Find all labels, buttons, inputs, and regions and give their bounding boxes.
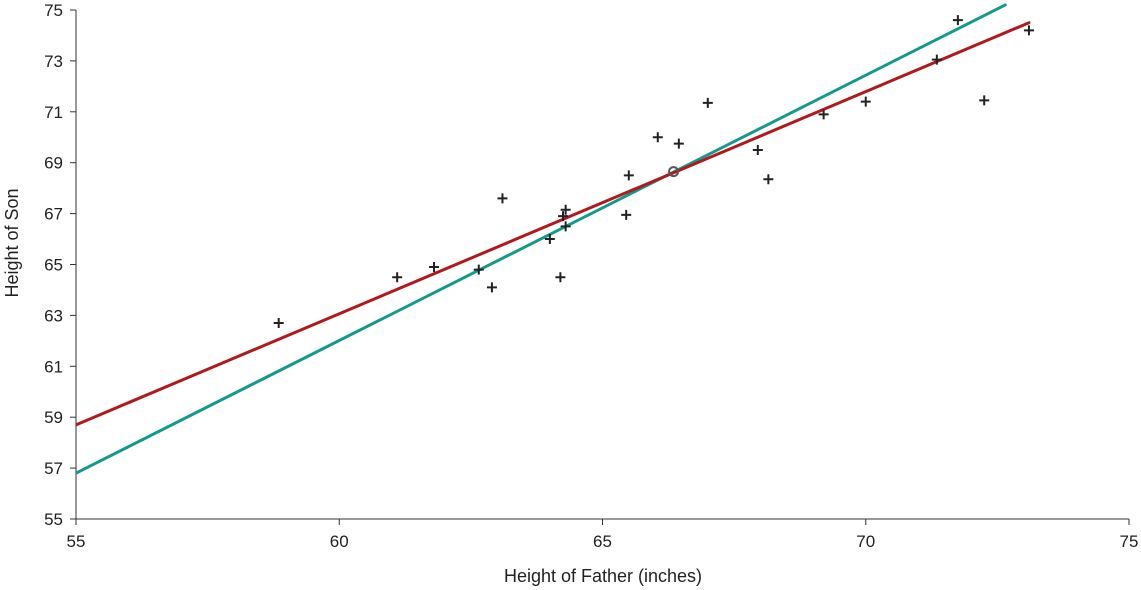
data-point xyxy=(979,95,990,106)
data-point xyxy=(497,193,508,204)
x-tick-label: 55 xyxy=(67,532,86,551)
y-tick-label: 69 xyxy=(44,154,63,173)
data-point xyxy=(702,97,713,108)
data-point xyxy=(818,109,829,120)
x-axis-title: Height of Father (inches) xyxy=(504,566,702,586)
data-points xyxy=(273,15,1034,329)
data-point xyxy=(1023,25,1034,36)
data-point xyxy=(621,209,632,220)
x-tick-label: 75 xyxy=(1120,532,1139,551)
tick-labels: 55 57 59 61 63 65 67 69 71 73 75 55 60 65 70 75 xyxy=(44,1,1138,551)
axes xyxy=(70,9,1130,525)
regression-lines xyxy=(76,3,1031,475)
y-tick-label: 65 xyxy=(44,256,63,275)
y-axis-title: Height of Son xyxy=(2,188,22,297)
data-point xyxy=(392,272,403,283)
data-point xyxy=(544,234,555,245)
y-tick-label: 75 xyxy=(44,1,63,20)
data-point xyxy=(752,144,763,155)
regression-line-red xyxy=(76,21,1031,427)
data-point xyxy=(623,170,634,181)
data-point xyxy=(952,15,963,26)
y-tick-label: 55 xyxy=(44,510,63,529)
regression-line-teal xyxy=(76,3,1007,475)
y-tick-label: 61 xyxy=(44,357,63,376)
data-point xyxy=(555,272,566,283)
data-point xyxy=(652,132,663,143)
data-point xyxy=(560,221,571,232)
data-point xyxy=(673,138,684,149)
data-point xyxy=(473,264,484,275)
y-tick-label: 73 xyxy=(44,52,63,71)
data-point xyxy=(763,174,774,185)
y-tick-label: 63 xyxy=(44,306,63,325)
mean-point xyxy=(668,166,680,178)
data-point xyxy=(273,318,284,329)
x-tick-label: 70 xyxy=(856,532,875,551)
y-tick-label: 59 xyxy=(44,408,63,427)
y-tick-label: 71 xyxy=(44,103,63,122)
y-tick-label: 67 xyxy=(44,205,63,224)
data-point xyxy=(860,96,871,107)
data-point xyxy=(558,211,569,222)
data-point xyxy=(560,204,571,215)
data-point xyxy=(486,282,497,293)
data-point xyxy=(931,54,942,65)
data-point xyxy=(429,262,440,273)
x-tick-label: 60 xyxy=(330,532,349,551)
y-tick-label: 57 xyxy=(44,459,63,478)
x-tick-label: 65 xyxy=(593,532,612,551)
